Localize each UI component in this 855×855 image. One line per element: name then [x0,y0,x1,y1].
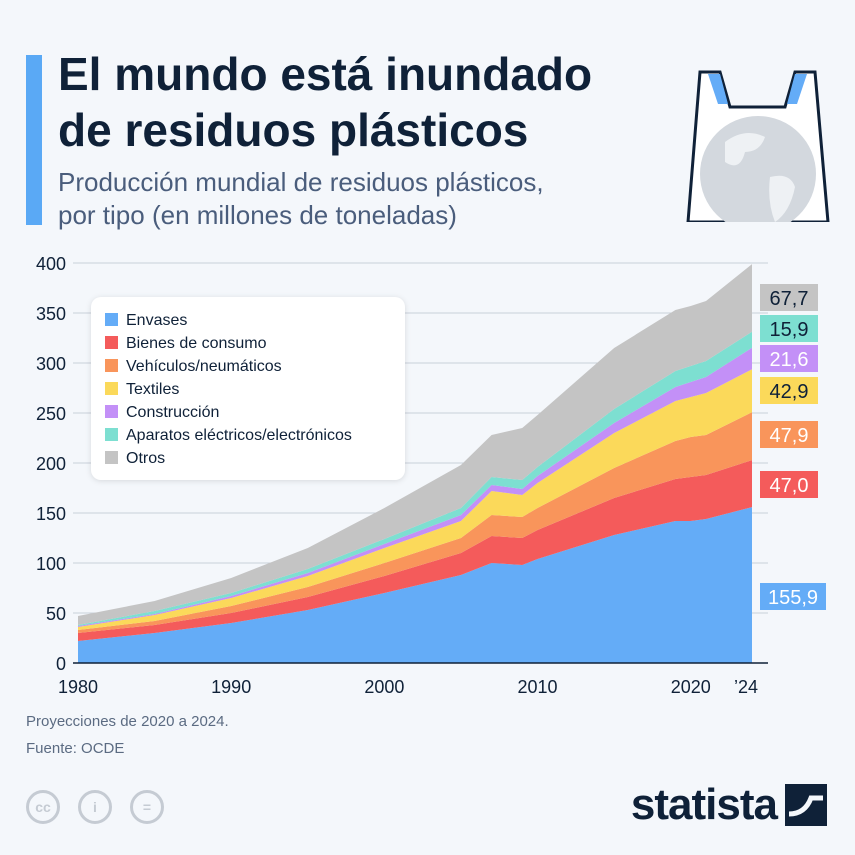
legend-swatch [105,405,118,418]
source-note: Fuente: OCDE [26,740,125,757]
value-label-box [760,421,818,448]
legend-swatch [105,451,118,464]
legend-swatch [105,428,118,441]
y-tick-label: 350 [36,304,66,324]
legend-item: Otros [126,450,165,467]
x-tick-label: 1980 [58,677,98,697]
projection-note: Proyecciones de 2020 a 2024. [26,713,229,730]
x-tick-label: 2010 [518,677,558,697]
plastic-bag-globe-icon [680,70,835,232]
y-tick-label: 100 [36,554,66,574]
y-tick-label: 150 [36,504,66,524]
value-label: 15,9 [770,319,809,341]
attribution-icon: i [78,790,112,824]
statista-mark-icon [785,784,827,826]
area-envases [78,507,752,663]
cc-icon: cc [26,790,60,824]
area-bienes-de-consumo [78,460,752,641]
y-tick-label: 200 [36,454,66,474]
y-tick-label: 400 [36,254,66,274]
page-title: El mundo está inundado de residuos plásti… [58,48,593,156]
x-tick-label: 2020 [671,677,711,697]
value-label-box [760,284,818,311]
statista-logo: statista [631,780,827,830]
value-label: 67,7 [770,288,809,310]
value-label-box [760,377,818,404]
value-label-box [760,471,818,498]
title-accent-bar [26,55,42,225]
x-tick-label: 1990 [211,677,251,697]
legend-item: Textiles [126,381,179,398]
y-tick-label: 50 [46,604,66,624]
y-tick-label: 250 [36,404,66,424]
subtitle: Producción mundial de residuos plásticos… [58,167,544,230]
legend-item: Construcción [126,404,219,421]
no-derivatives-icon: = [130,790,164,824]
legend-item: Aparatos eléctricos/electrónicos [126,427,352,444]
value-label: 155,9 [768,587,818,609]
value-label: 42,9 [770,381,809,403]
value-label: 47,0 [770,475,809,497]
value-label: 47,9 [770,425,809,447]
legend-box [91,297,405,480]
value-label-box [760,583,826,610]
x-tick-label: 2000 [364,677,404,697]
stacked-area-chart: 0 50 100 150 200 250 300 350 400 1980 1990 2000 2010… [36,254,826,697]
value-label-box [760,315,818,342]
legend-swatch [105,382,118,395]
legend-swatch [105,359,118,372]
legend-item: Bienes de consumo [126,335,267,352]
value-label: 21,6 [770,349,809,371]
y-tick-label: 300 [36,354,66,374]
legend-item: Vehículos/neumáticos [126,358,282,375]
legend-item: Envases [126,312,187,329]
y-tick-label: 0 [56,654,66,674]
legend-swatch [105,336,118,349]
value-label-box [760,345,818,372]
legend-swatch [105,313,118,326]
x-tick-label: ’24 [734,677,758,697]
